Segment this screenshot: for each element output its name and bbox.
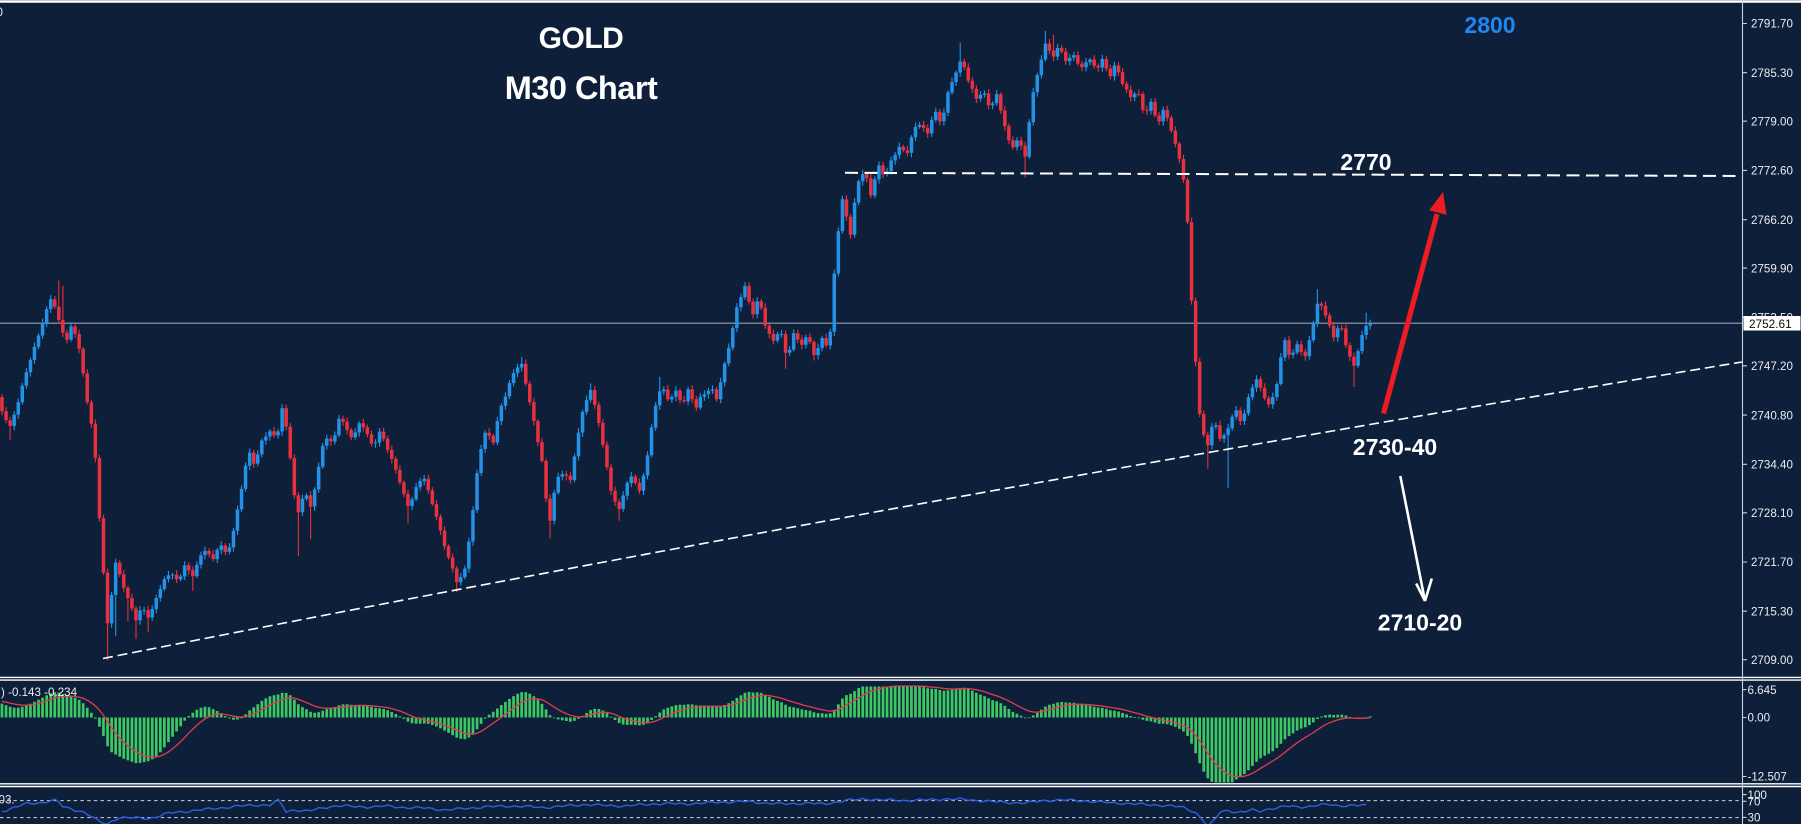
svg-text:2791.70: 2791.70 [1751,18,1793,31]
svg-text:2709.00: 2709.00 [1751,654,1793,667]
svg-text:0: 0 [0,6,3,19]
svg-text:2728.10: 2728.10 [1751,507,1793,520]
svg-text:-12.507: -12.507 [1748,771,1787,784]
svg-text:2721.70: 2721.70 [1751,556,1793,569]
svg-text:GOLD: GOLD [539,22,624,55]
svg-text:M30 Chart: M30 Chart [505,70,658,106]
svg-text:2766.20: 2766.20 [1751,214,1793,227]
svg-text:100: 100 [1748,789,1767,802]
svg-text:6.645: 6.645 [1748,684,1777,697]
svg-text:2715.30: 2715.30 [1751,605,1793,618]
svg-text:70: 70 [1748,796,1761,809]
svg-text:2734.40: 2734.40 [1751,459,1793,472]
svg-text:2710-20: 2710-20 [1378,610,1462,636]
svg-text:03.: 03. [0,794,15,807]
svg-text:2740.80: 2740.80 [1751,409,1793,422]
svg-text:2800: 2800 [1464,12,1515,38]
svg-text:2772.60: 2772.60 [1751,165,1793,178]
svg-text:0.00: 0.00 [1748,712,1771,725]
svg-text:2747.20: 2747.20 [1751,360,1793,373]
svg-text:2759.90: 2759.90 [1751,262,1793,275]
svg-text:2730-40: 2730-40 [1353,434,1437,460]
svg-text:) -0.143 -0.234: ) -0.143 -0.234 [1,686,78,699]
svg-text:2785.30: 2785.30 [1751,67,1793,80]
svg-text:30: 30 [1748,812,1761,824]
svg-text:2779.00: 2779.00 [1751,115,1793,128]
svg-text:2770: 2770 [1340,149,1391,175]
svg-text:2752.61: 2752.61 [1749,317,1792,331]
